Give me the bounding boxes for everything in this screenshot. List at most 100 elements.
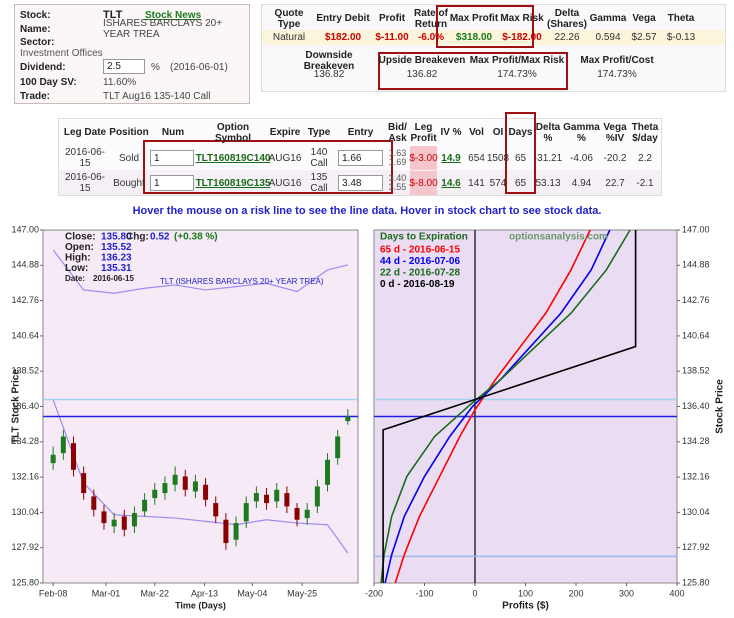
y-tick-label: 147.00 (682, 224, 710, 234)
candle-body (345, 416, 351, 422)
candle-body (111, 519, 117, 527)
quote-header: Max Profit (449, 13, 499, 24)
stock-news-link[interactable]: Stock News (145, 9, 202, 21)
legend-entry: 22 d - 2016-07-28 (380, 268, 460, 279)
quote-cell: $318.00 (455, 32, 493, 43)
breakeven-header: Downside Breakeven (303, 49, 355, 72)
risk-line (380, 229, 631, 584)
y-tick-label: 136.40 (11, 401, 39, 411)
dividend-input[interactable]: 2.5 (103, 59, 145, 74)
legs-header: Leg Profit (410, 121, 437, 144)
info-value: 2016-06-15 (93, 274, 134, 283)
quote-header: Entry Debit (316, 13, 370, 24)
breakeven-cell: 136.82 (313, 69, 345, 80)
candle-body (223, 519, 229, 544)
legs-cell: 140 Call (310, 147, 328, 169)
label: Trade: (20, 90, 51, 102)
x-axis-label: Time (Days) (175, 600, 226, 610)
option-symbol-link[interactable]: TLT160819C140 (195, 152, 271, 164)
label: Sector: (20, 36, 55, 48)
stock-info-panel (14, 4, 250, 104)
quote-cell: Natural (272, 32, 306, 43)
dividend-unit: % (151, 61, 160, 73)
legs-header: Position (109, 127, 149, 138)
quote-cell: 22.26 (554, 32, 580, 43)
x-tick-label: Apr-13 (191, 588, 218, 598)
legs-header: Days (508, 127, 533, 138)
info-value: 135.31 (101, 263, 132, 274)
legend-entry: 0 d - 2016-08-19 (380, 279, 455, 290)
risk-line (394, 229, 591, 584)
legs-header: Gamma % (563, 121, 600, 144)
legs-cell: -4.06 (570, 152, 593, 164)
option-symbol-link[interactable]: TLT160819C135 (195, 177, 271, 189)
highlight-box (505, 112, 536, 194)
quote-row-bg (262, 30, 725, 45)
breakeven-cell: 136.82 (406, 69, 438, 80)
quote-panel (261, 4, 726, 92)
legend-entry: 44 d - 2016-07-06 (380, 256, 460, 267)
risk-line (384, 229, 611, 584)
iv-link[interactable]: 14.6 (441, 177, 461, 189)
hover-note: Hover the mouse on a risk line to see th… (132, 204, 602, 217)
breakeven-cell: 174.73% (497, 69, 537, 80)
x-tick-label: Mar-01 (92, 588, 121, 598)
candle-body (233, 523, 239, 540)
num-input[interactable]: 1 (150, 175, 194, 191)
entry-input[interactable]: 1.66 (338, 150, 383, 166)
sector: Investment Offices (20, 47, 103, 59)
highlight-box (378, 52, 568, 90)
legs-cell: 22.7 (605, 177, 625, 189)
label: 100 Day SV: (20, 76, 77, 88)
quote-cell: $-0.13 (666, 32, 696, 43)
y-tick-label: 140.64 (682, 330, 710, 340)
candle-body (50, 454, 56, 464)
candle-body (182, 476, 188, 490)
y-axis-label: Stock Price (715, 379, 726, 434)
x-tick-label: -200 (365, 588, 383, 598)
breakeven-cell: 174.73% (597, 69, 637, 80)
highlight-box (436, 5, 534, 48)
y-tick-label: 127.92 (682, 542, 710, 552)
legs-cell: -20.2 (603, 152, 627, 164)
legs-cell: 135 Call (310, 172, 328, 194)
legs-header: Expire (269, 127, 301, 138)
entry-input[interactable]: 3.48 (338, 175, 383, 191)
info-label: Low: (65, 263, 88, 274)
info-label: Open: (65, 242, 94, 253)
candle-body (304, 509, 310, 519)
band-line (52, 249, 348, 294)
trade: TLT Aug16 135-140 Call (103, 90, 211, 102)
legs-header: Vol (469, 127, 484, 138)
quote-cell: $-11.00 (375, 32, 409, 43)
x-tick-label: Feb-08 (39, 588, 68, 598)
candle-body (172, 474, 178, 485)
breakeven-header: Max Profit/Cost (580, 55, 654, 66)
legs-cell: 53.13 (535, 177, 561, 189)
info-value: 135.52 (101, 242, 132, 253)
legs-cell: 654 (468, 152, 485, 164)
y-tick-label: 132.16 (682, 471, 710, 481)
y-tick-label: 130.04 (11, 507, 39, 517)
candle-body (314, 486, 320, 507)
leg-profit: $-8.00 (409, 171, 438, 195)
candle-body (284, 493, 290, 507)
candle-body (192, 481, 198, 492)
legs-cell: 4.94 (571, 177, 592, 189)
num-input[interactable]: 1 (150, 150, 194, 166)
quote-cell: -6.0% (417, 32, 445, 43)
legs-header: Entry (347, 127, 374, 138)
candle-body (142, 499, 148, 512)
info-change-pct: (+0.38 %) (174, 232, 218, 243)
highlight-box (143, 140, 393, 194)
iv-link[interactable]: 14.9 (441, 152, 461, 164)
legs-cell: 65 (514, 177, 527, 189)
legs-header: Bid/ Ask (388, 121, 407, 144)
label: Dividend: (20, 61, 66, 73)
x-tick-label: 300 (619, 588, 634, 598)
risk-line (382, 230, 637, 583)
candle-body (274, 489, 280, 502)
quote-header: Profit (378, 13, 406, 24)
legs-cell: 2016-06-15 (64, 172, 106, 194)
legs-header: Leg Date (63, 127, 107, 138)
